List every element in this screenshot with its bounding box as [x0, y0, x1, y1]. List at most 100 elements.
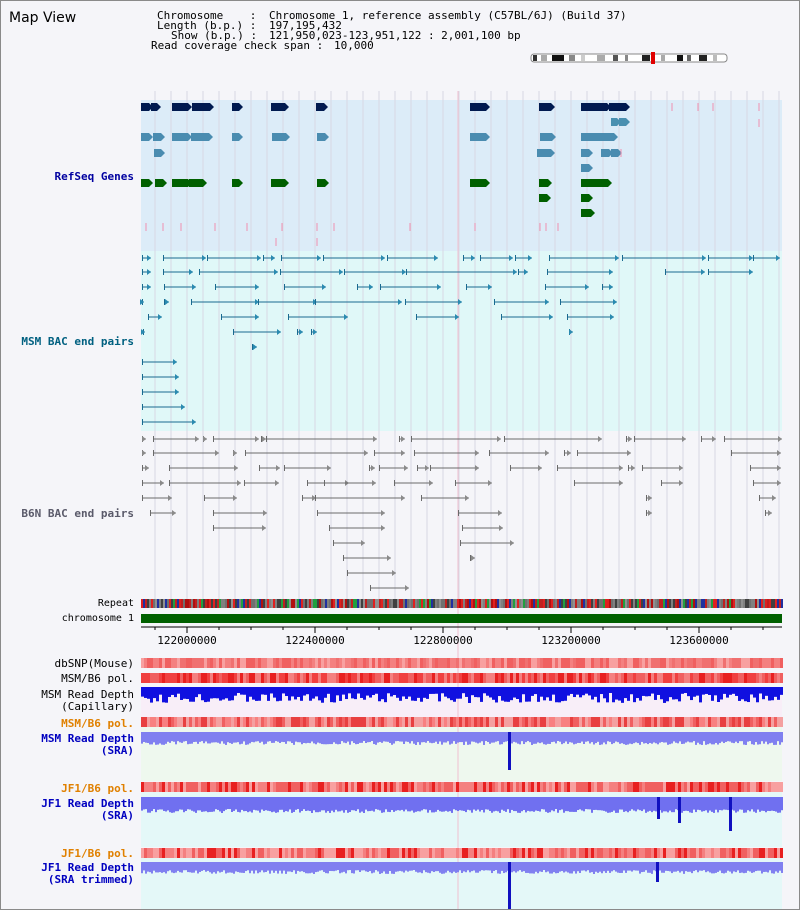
- polymorphism-cell: [165, 658, 168, 668]
- read-depth-bar: [318, 687, 321, 701]
- polymorphism-cell: [375, 658, 378, 668]
- read-depth-bar: [369, 687, 372, 698]
- read-depth-bar: [421, 862, 423, 874]
- polymorphism-cell: [630, 782, 633, 792]
- polymorphism-cell: [348, 782, 351, 792]
- polymorphism-cell: [405, 848, 408, 858]
- read-depth-bar: [567, 797, 569, 812]
- polymorphism-cell: [267, 782, 270, 792]
- polymorphism-cell: [750, 673, 753, 683]
- read-depth-bar: [525, 862, 527, 873]
- axis-tick-label: 123200000: [541, 634, 601, 647]
- repeat-element: [651, 599, 653, 608]
- polymorphism-cell: [417, 717, 420, 727]
- msm-read-depth-sra-label: MSM Read Depth (SRA): [41, 733, 134, 757]
- read-depth-bar: [703, 862, 705, 871]
- read-depth-bar: [329, 797, 331, 813]
- bac-end: [142, 284, 143, 290]
- read-depth-bar: [573, 687, 576, 698]
- bac-end-arrow: [381, 525, 385, 531]
- polymorphism-cell: [426, 782, 429, 792]
- bac-end-arrow: [610, 314, 614, 320]
- read-depth-bar: [179, 797, 181, 810]
- repeat-element: [253, 599, 255, 608]
- read-depth-bar: [291, 687, 294, 697]
- polymorphism-cell: [381, 717, 384, 727]
- polymorphism-cell: [636, 717, 639, 727]
- polymorphism-cell: [501, 658, 504, 668]
- read-depth-bar: [409, 797, 411, 812]
- polymorphism-cell: [768, 673, 771, 683]
- repeat-element: [333, 599, 335, 608]
- read-depth-bar: [462, 687, 465, 694]
- bac-end: [374, 450, 375, 456]
- repeat-element: [381, 599, 383, 608]
- polymorphism-cell: [408, 717, 411, 727]
- bac-end-arrow: [165, 299, 169, 305]
- polymorphism-cell: [219, 782, 222, 792]
- polymorphism-cell: [291, 717, 294, 727]
- refseq-gene: [601, 149, 609, 157]
- repeat-element: [167, 599, 169, 608]
- bac-end: [343, 555, 344, 561]
- polymorphism-cell: [378, 658, 381, 668]
- read-depth-bar: [407, 732, 409, 742]
- polymorphism-cell: [528, 673, 531, 683]
- read-depth-bar: [175, 862, 177, 873]
- read-depth-bar: [324, 687, 327, 698]
- polymorphism-cell: [168, 782, 171, 792]
- bac-end: [142, 359, 143, 365]
- repeat-element: [219, 599, 221, 608]
- repeat-element: [285, 599, 287, 608]
- axis-tick-label: 122000000: [157, 634, 217, 647]
- polymorphism-cell: [504, 658, 507, 668]
- polymorphism-cell: [762, 782, 765, 792]
- polymorphism-cell: [147, 658, 150, 668]
- read-depth-bar: [187, 862, 189, 873]
- bac-end-arrow: [545, 450, 549, 456]
- bac-end-arrow: [777, 480, 781, 486]
- read-depth-bar: [771, 687, 774, 701]
- polymorphism-cell: [165, 848, 168, 858]
- read-depth-bar: [153, 862, 155, 871]
- polymorphism-cell: [168, 658, 171, 668]
- read-depth-bar: [183, 862, 185, 871]
- bac-end-arrow: [255, 299, 259, 305]
- polymorphism-cell: [618, 848, 621, 858]
- read-depth-bar: [636, 687, 639, 699]
- read-depth-bar: [321, 732, 323, 745]
- repeat-element: [243, 599, 245, 608]
- repeat-element: [233, 599, 235, 608]
- read-depth-bar: [431, 797, 433, 813]
- read-depth-bar: [639, 732, 641, 745]
- polymorphism-cell: [489, 673, 492, 683]
- polymorphism-cell: [162, 673, 165, 683]
- polymorphism-cell: [594, 717, 597, 727]
- polymorphism-cell: [324, 782, 327, 792]
- polymorphism-cell: [546, 673, 549, 683]
- bac-end-arrow: [189, 269, 193, 275]
- read-depth-bar: [234, 687, 237, 696]
- polymorphism-cell: [369, 782, 372, 792]
- repeat-element: [657, 599, 659, 608]
- polymorphism-cell: [402, 658, 405, 668]
- bac-end: [284, 465, 285, 471]
- read-depth-bar: [261, 687, 264, 695]
- read-depth-bar: [203, 732, 205, 744]
- read-depth-bar: [355, 862, 357, 871]
- polymorphism-cell: [315, 673, 318, 683]
- read-depth-bar: [651, 732, 653, 744]
- repeat-element: [693, 599, 695, 608]
- polymorphism-cell: [375, 782, 378, 792]
- polymorphism-cell: [306, 782, 309, 792]
- read-depth-bar: [273, 687, 276, 698]
- gene-arrow: [591, 209, 595, 217]
- polymorphism-cell: [330, 673, 333, 683]
- read-depth-bar: [733, 732, 735, 744]
- polymorphism-cell: [564, 782, 567, 792]
- bac-end: [150, 510, 151, 516]
- polymorphism-cell: [708, 717, 711, 727]
- polymorphism-cell: [336, 673, 339, 683]
- read-depth-bar: [315, 797, 317, 813]
